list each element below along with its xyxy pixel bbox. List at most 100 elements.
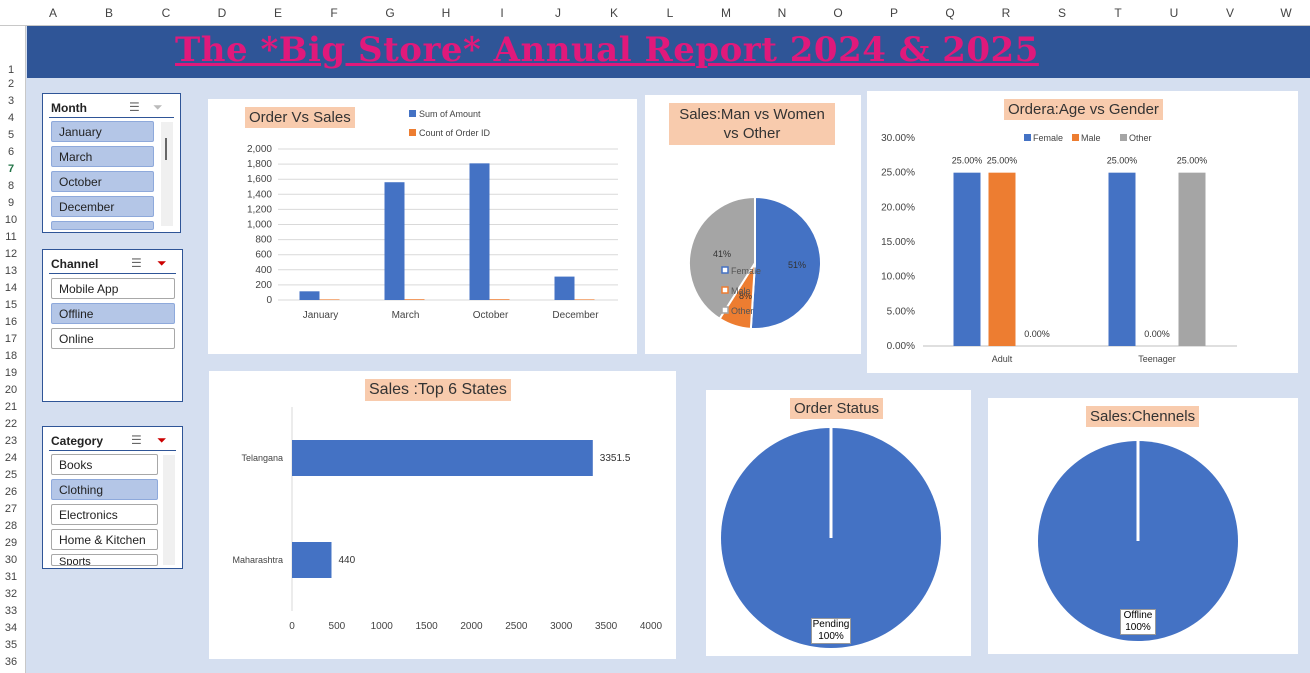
top-states-chart[interactable]: Sales :Top 6 States 0 500 1000 1500 2000 2500… [209,371,676,659]
column-header[interactable]: I [500,6,504,20]
row-header[interactable]: 23 [4,435,18,447]
slicer-item-march[interactable]: March [51,146,154,167]
clear-filter-icon[interactable]: ⏷ [157,433,167,447]
data-label: 25.00% [1177,156,1208,166]
legend-swatch [1072,134,1079,141]
y-tick-label: 200 [255,280,272,291]
row-header[interactable]: 3 [7,95,15,107]
column-header[interactable]: S [1057,6,1066,20]
row-header[interactable]: 1 [7,64,15,76]
row-header[interactable]: 27 [4,503,18,515]
y-tick-label: 30.00% [881,133,915,144]
column-header[interactable]: D [217,6,227,20]
clear-filter-icon[interactable]: ⏷ [153,100,163,114]
row-header[interactable]: 35 [4,639,18,651]
row-header[interactable]: 9 [7,197,15,209]
column-header[interactable]: F [330,6,338,20]
slicer-item-electronics[interactable]: Electronics [51,504,158,525]
row-header[interactable]: 26 [4,486,18,498]
data-label: 41% [713,249,731,259]
column-header[interactable]: H [441,6,451,20]
column-header[interactable]: C [161,6,171,20]
slicer-item-books[interactable]: Books [51,454,158,475]
slicer-item-mobile-app[interactable]: Mobile App [51,278,175,299]
scrollbar-thumb[interactable] [165,138,167,160]
channels-chart[interactable]: Sales:Chennels Offline 100% [988,398,1298,654]
column-header[interactable]: J [555,6,561,20]
slicer-item-january[interactable]: January [51,121,154,142]
multi-select-icon[interactable]: ☰ [131,256,142,270]
row-header[interactable]: 8 [7,180,15,192]
slicer-scrollbar[interactable] [161,122,173,226]
slicer-item-partial[interactable] [51,221,154,230]
column-header[interactable]: B [104,6,113,20]
slicer-item-clothing[interactable]: Clothing [51,479,158,500]
row-header[interactable]: 15 [4,299,18,311]
row-header[interactable]: 11 [5,231,17,243]
row-header[interactable]: 36 [4,656,18,668]
column-header[interactable]: O [833,6,843,20]
slicer-item-december[interactable]: December [51,196,154,217]
column-header[interactable]: V [1225,6,1234,20]
row-header[interactable]: 29 [4,537,18,549]
column-header[interactable]: R [1001,6,1011,20]
row-header[interactable]: 33 [4,605,18,617]
row-header[interactable]: 18 [4,350,18,362]
slicer-item-home-kitchen[interactable]: Home & Kitchen [51,529,158,550]
row-header[interactable]: 2 [7,78,15,90]
channel-slicer[interactable]: Channel ☰ ⏷ Mobile App Offline Online [42,249,183,402]
row-header[interactable]: 31 [4,571,18,583]
row-header[interactable]: 30 [4,554,18,566]
age-gender-chart[interactable]: Ordera:Age vs Gender 0.00% 5.00% 10.00% 15.… [867,91,1298,373]
age-gender-plot: 0.00% 5.00% 10.00% 15.00% 20.00% 25.00% 30.00%… [881,133,1237,364]
clear-filter-icon[interactable]: ⏷ [157,256,167,270]
row-header[interactable]: 16 [4,316,18,328]
row-header[interactable]: 19 [4,367,18,379]
row-header[interactable]: 34 [4,622,18,634]
slicer-item-offline[interactable]: Offline [51,303,175,324]
column-header[interactable]: U [1169,6,1179,20]
data-label: 51% [788,260,806,270]
column-header[interactable]: K [609,6,618,20]
row-header[interactable]: 12 [4,248,18,260]
x-tick-label: 1000 [371,621,394,632]
column-header[interactable]: M [721,6,731,20]
column-header[interactable]: E [273,6,282,20]
order-status-chart[interactable]: Order Status Pending 100% [706,390,971,656]
row-header[interactable]: 24 [4,452,18,464]
column-header[interactable]: P [889,6,898,20]
row-header[interactable]: 10 [4,214,18,226]
row-header[interactable]: 14 [4,282,18,294]
row-header[interactable]: 4 [7,112,15,124]
slicer-scrollbar[interactable] [163,455,175,565]
row-header[interactable]: 20 [4,384,18,396]
category-slicer[interactable]: Category ☰ ⏷ Books Clothing Electronics … [42,426,183,569]
column-header[interactable]: T [1114,6,1122,20]
slicer-item-online[interactable]: Online [51,328,175,349]
row-header[interactable]: 7 [7,163,15,175]
column-header[interactable]: L [666,6,674,20]
row-header[interactable]: 17 [4,333,18,345]
column-header[interactable]: Q [945,6,955,20]
row-header[interactable]: 22 [4,418,18,430]
report-title: The *Big Store* Annual Report 2024 & 202… [175,30,1039,70]
channels-plot [1038,441,1238,641]
column-header[interactable]: G [385,6,395,20]
row-header[interactable]: 32 [4,588,18,600]
multi-select-icon[interactable]: ☰ [131,433,142,447]
row-header[interactable]: 21 [4,401,18,413]
order-vs-sales-chart[interactable]: Order Vs Sales 0 200 400 600 800 1,000 1,200 1,… [208,99,637,354]
row-header[interactable]: 5 [7,129,15,141]
row-header[interactable]: 28 [4,520,18,532]
row-header[interactable]: 6 [7,146,15,158]
multi-select-icon[interactable]: ☰ [129,100,140,114]
column-header[interactable]: A [48,6,57,20]
month-slicer[interactable]: Month ☰ ⏷ January March October December [42,93,181,233]
slicer-item-sports[interactable]: Sports [51,554,158,566]
sales-gender-chart[interactable]: Sales:Man vs Women vs Other 51% 8% 41% Fema… [645,95,861,354]
column-header[interactable]: W [1280,6,1292,20]
row-header[interactable]: 25 [4,469,18,481]
slicer-item-october[interactable]: October [51,171,154,192]
column-header[interactable]: N [777,6,787,20]
row-header[interactable]: 13 [4,265,18,277]
